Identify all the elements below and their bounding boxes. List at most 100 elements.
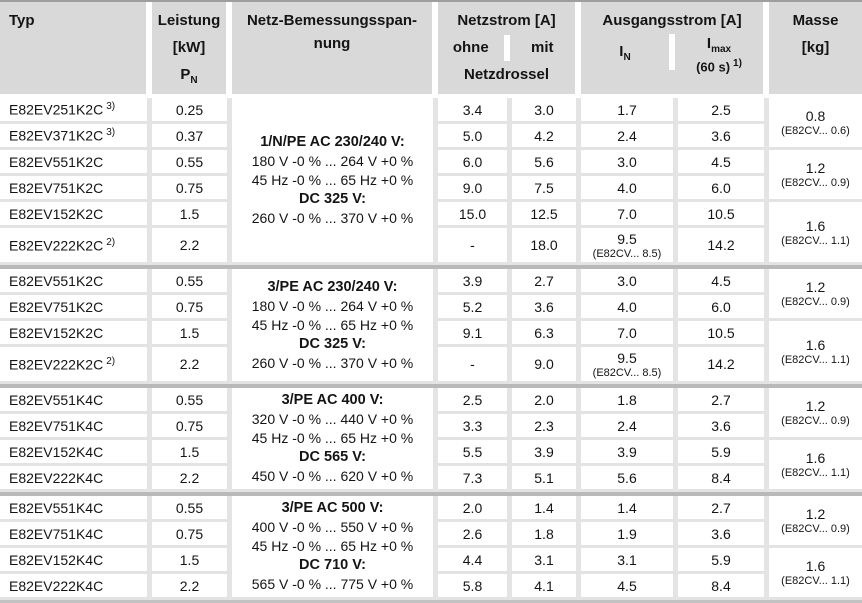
- current-ohne-cell: 3.3: [438, 414, 512, 440]
- typ-cell: E82EV251K2C 3): [0, 98, 152, 124]
- leistung-label: Leistung: [157, 12, 221, 29]
- max-current-cell: 4.5: [678, 150, 769, 176]
- current-mit-cell: 1.8: [512, 522, 581, 548]
- max-current-cell: 14.2: [678, 228, 769, 265]
- max-current-cell: 5.9: [678, 548, 769, 574]
- typ-cell: E82EV222K2C 2): [0, 228, 152, 265]
- current-mit-cell: 3.6: [512, 295, 581, 321]
- typ-cell: E82EV222K4C: [0, 466, 152, 492]
- power-cell: 0.75: [152, 414, 232, 440]
- voltage-cell: 3/PE AC 500 V: 400 V -0 % ... 550 V +0 %…: [232, 496, 438, 600]
- mass-cell: 1.6 (E82CV... 1.1): [769, 321, 862, 384]
- current-ohne-cell: 3.9: [438, 269, 512, 295]
- table-row: E82EV152K4C 1.5 4.4 3.1 3.1 5.9 1.6 (E82…: [0, 548, 862, 600]
- rated-current-cell: 7.0: [581, 321, 678, 347]
- table-row: E82EV152K4C 1.5 5.5 3.9 3.9 5.9 1.6 (E82…: [0, 440, 862, 492]
- power-cell: 0.55: [152, 150, 232, 176]
- power-cell: 1.5: [152, 202, 232, 228]
- current-ohne-cell: 3.4: [438, 98, 512, 124]
- typ-cell: E82EV152K2C: [0, 321, 152, 347]
- max-current-cell: 3.6: [678, 124, 769, 150]
- max-current-cell: 4.5: [678, 269, 769, 295]
- rated-current-cell: 3.9: [581, 440, 678, 466]
- typ-cell: E82EV551K2C: [0, 150, 152, 176]
- current-mit-cell: 2.7: [512, 269, 581, 295]
- group-separator: [0, 384, 862, 388]
- power-cell: 2.2: [152, 466, 232, 492]
- group-separator: [0, 492, 862, 496]
- current-mit-cell: 12.5: [512, 202, 581, 228]
- voltage-cell: 1/N/PE AC 230/240 V: 180 V -0 % ... 264 …: [232, 98, 438, 265]
- masse-unit: [kg]: [801, 39, 830, 56]
- table-row: E82EV751K4C 0.75 3.3 2.3 2.4 3.6: [0, 414, 862, 440]
- netzstrom-mit-label: mit: [531, 39, 554, 56]
- imax-symbol: Imax (60 s) 1): [696, 35, 742, 75]
- table-row: E82EV222K4C 2.2 5.8 4.1 4.5 8.4: [0, 574, 862, 600]
- current-ohne-cell: -: [438, 347, 512, 384]
- power-cell: 0.75: [152, 522, 232, 548]
- mass-cell: 1.6 (E82CV... 1.1): [769, 202, 862, 265]
- mass-cell: 1.6 (E82CV... 1.1): [769, 548, 862, 600]
- current-ohne-cell: 5.8: [438, 574, 512, 600]
- power-cell: 0.75: [152, 295, 232, 321]
- netzspannung-line2: nung: [313, 35, 351, 52]
- voltage-cell: 3/PE AC 400 V: 320 V -0 % ... 440 V +0 %…: [232, 388, 438, 492]
- power-cell: 1.5: [152, 321, 232, 347]
- rated-current-cell: 3.0: [581, 269, 678, 295]
- rated-current-cell: 5.6: [581, 466, 678, 492]
- current-ohne-cell: -: [438, 228, 512, 265]
- typ-cell: E82EV222K2C 2): [0, 347, 152, 384]
- current-ohne-cell: 5.5: [438, 440, 512, 466]
- col-header-netzspannung: Netz-Bemessungsspan- nung: [232, 2, 438, 98]
- rated-current-cell: 3.0: [581, 150, 678, 176]
- header-divider: [669, 34, 675, 70]
- in-symbol: IN: [619, 42, 631, 63]
- table-row: E82EV551K2C 0.55 6.0 5.6 3.0 4.5 1.2 (E8…: [0, 150, 862, 202]
- typ-cell: E82EV222K4C: [0, 574, 152, 600]
- rated-current-cell: 3.1: [581, 548, 678, 574]
- mass-cell: 1.6 (E82CV... 1.1): [769, 440, 862, 492]
- max-current-cell: 2.5: [678, 98, 769, 124]
- header-divider: [503, 34, 510, 61]
- col-header-leistung: Leistung [kW] PN: [152, 2, 232, 98]
- current-ohne-cell: 5.2: [438, 295, 512, 321]
- typ-cell: E82EV551K2C: [0, 269, 152, 295]
- current-mit-cell: 18.0: [512, 228, 581, 265]
- table-row: E82EV371K2C 3) 0.37 5.0 4.2 2.4 3.6: [0, 124, 862, 150]
- rated-current-cell: 1.4: [581, 496, 678, 522]
- table-row: E82EV551K4C 0.55 3/PE AC 500 V: 400 V -0…: [0, 496, 862, 600]
- current-mit-cell: 1.4: [512, 496, 581, 522]
- table-row: E82EV251K2C 3) 0.25 1/N/PE AC 230/240 V: …: [0, 98, 862, 265]
- typ-cell: E82EV751K2C: [0, 176, 152, 202]
- rated-current-cell: 1.7: [581, 98, 678, 124]
- header-row: Typ Leistung [kW] PN Netz-Bemessungsspan…: [0, 2, 862, 98]
- masse-label: Masse: [792, 12, 839, 29]
- typ-cell: E82EV152K4C: [0, 440, 152, 466]
- table-row: E82EV152K2C 1.5 9.1 6.3 7.0 10.5 1.6 (E8…: [0, 321, 862, 384]
- col-header-typ: Typ: [0, 2, 152, 98]
- mass-cell: 1.2 (E82CV... 0.9): [769, 496, 862, 548]
- leistung-symbol: PN: [180, 66, 198, 86]
- typ-cell: E82EV751K2C: [0, 295, 152, 321]
- col-header-netzstrom: Netzstrom [A] ohne mit Netzdrossel: [438, 2, 581, 98]
- netzstrom-title: Netzstrom [A]: [457, 12, 556, 29]
- current-ohne-cell: 15.0: [438, 202, 512, 228]
- rated-current-cell: 2.4: [581, 124, 678, 150]
- table-row: E82EV751K4C 0.75 2.6 1.8 1.9 3.6: [0, 522, 862, 548]
- table-row: E82EV551K2C 0.55 3/PE AC 230/240 V: 180 …: [0, 269, 862, 384]
- power-cell: 1.5: [152, 548, 232, 574]
- current-mit-cell: 7.5: [512, 176, 581, 202]
- group-230v-three-phase: E82EV551K2C 0.55 3/PE AC 230/240 V: 180 …: [0, 269, 862, 388]
- mass-cell: 0.8 (E82CV... 0.6): [769, 98, 862, 150]
- current-ohne-cell: 7.3: [438, 466, 512, 492]
- power-cell: 0.55: [152, 388, 232, 414]
- table-row: E82EV222K4C 2.2 7.3 5.1 5.6 8.4: [0, 466, 862, 492]
- max-current-cell: 3.6: [678, 414, 769, 440]
- rated-current-cell: 1.9: [581, 522, 678, 548]
- table-row: E82EV222K2C 2) 2.2 - 18.0 9.5 (E82CV... 8…: [0, 228, 862, 265]
- voltage-cell: 3/PE AC 230/240 V: 180 V -0 % ... 264 V …: [232, 269, 438, 384]
- rated-current-cell: 7.0: [581, 202, 678, 228]
- max-current-cell: 10.5: [678, 202, 769, 228]
